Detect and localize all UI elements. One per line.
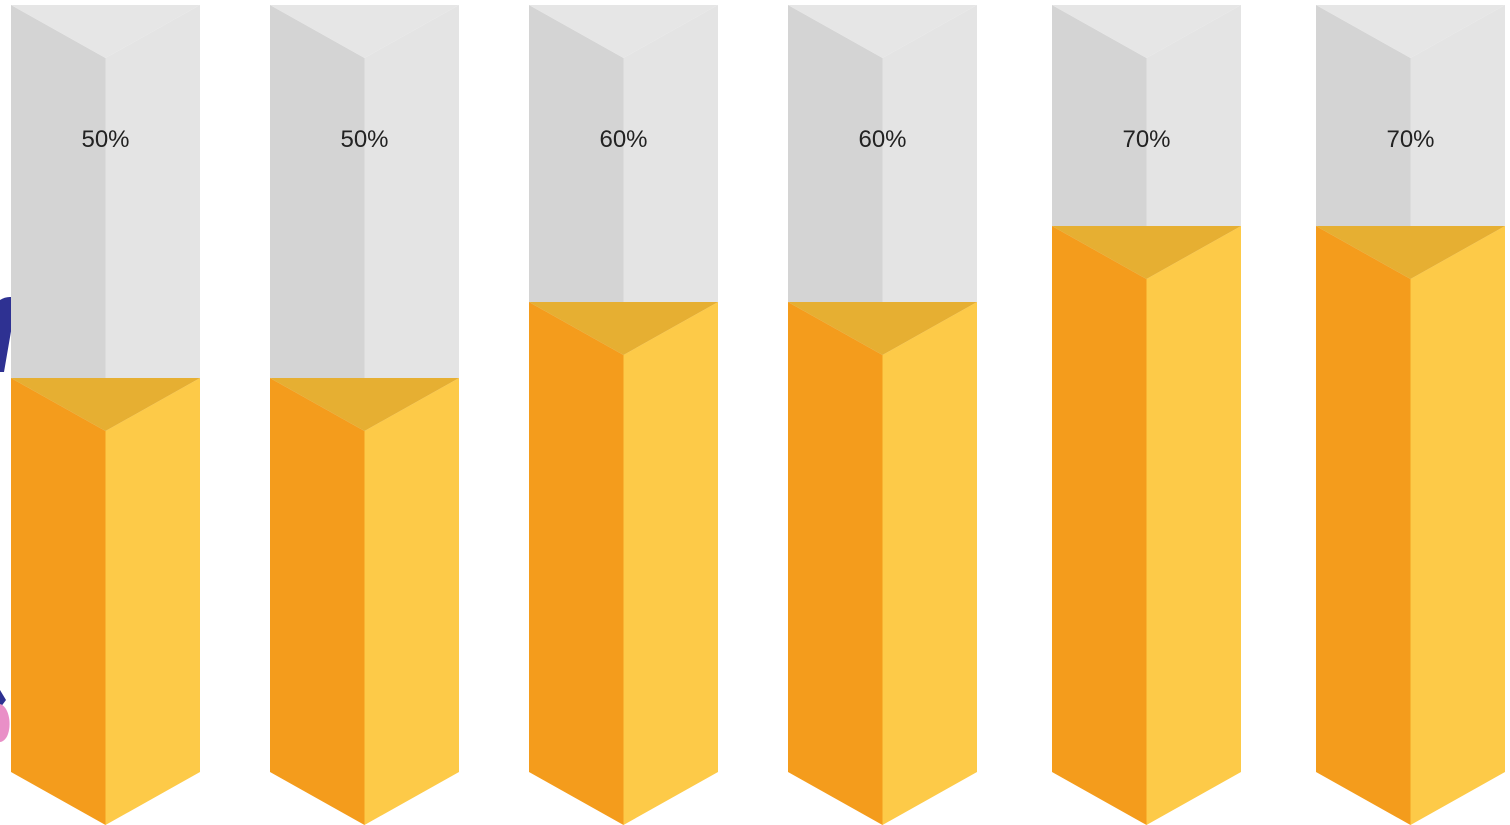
gauge-top-cap [1052, 5, 1241, 58]
figure-foot-shape [0, 690, 6, 708]
gauge-fill-left-face [788, 302, 883, 825]
gauge-top-cap [788, 5, 977, 58]
gauge-fill-left-face [1316, 226, 1411, 825]
gauge-value-label: 70% [1386, 126, 1434, 153]
gauge-empty-right-face [623, 5, 718, 355]
gauge-empty-right-face [364, 5, 459, 431]
gauge-fill-top [11, 378, 200, 431]
gauge-empty-left-face [1052, 5, 1147, 279]
gauge-column: 50% [11, 5, 200, 825]
gauge-fill-right-face [105, 378, 200, 825]
gauge-empty-right-face [1146, 5, 1241, 279]
gauge-value-label: 60% [858, 126, 906, 153]
gauge-fill-right-face [364, 378, 459, 825]
gauge-fill-top [529, 302, 718, 355]
gauge-fill-top [788, 302, 977, 355]
gauge-fill-right-face [623, 302, 718, 825]
gauge-fill-right-face [882, 302, 977, 825]
gauge-value-label: 60% [599, 126, 647, 153]
gauge-column: 50% [270, 5, 459, 825]
gauge-top-cap [529, 5, 718, 58]
gauge-value-label: 50% [340, 126, 388, 153]
gauge-empty-left-face [270, 5, 365, 431]
gauge-column: 70% [1052, 5, 1241, 825]
gauge-empty-left-face [788, 5, 883, 355]
gauge-fill-right-face [1146, 226, 1241, 825]
gauge-top-cap [270, 5, 459, 58]
gauge-column: 60% [529, 5, 718, 825]
gauge-fill-top [1316, 226, 1505, 279]
gauge-fill-top [270, 378, 459, 431]
gauge-empty-right-face [105, 5, 200, 431]
gauge-column: 70% [1316, 5, 1505, 825]
gauge-empty-left-face [1316, 5, 1411, 279]
gauge-fill-top [1052, 226, 1241, 279]
gauge-fill-left-face [1052, 226, 1147, 825]
gauge-value-label: 70% [1122, 126, 1170, 153]
gauge-empty-left-face [529, 5, 624, 355]
gauge-top-cap [11, 5, 200, 58]
gauge-fill-left-face [529, 302, 624, 825]
gauge-bars: 50% 50% 60% 60% 70% 70% [11, 5, 1505, 825]
figure-pink-shape [0, 704, 10, 742]
gauge-empty-right-face [1410, 5, 1505, 279]
gauge-value-label: 50% [81, 126, 129, 153]
gauge-empty-right-face [882, 5, 977, 355]
gauge-top-cap [1316, 5, 1505, 58]
gauge-column: 60% [788, 5, 977, 825]
gauge-fill-right-face [1410, 226, 1505, 825]
gauge-fill-left-face [270, 378, 365, 825]
gauge-fill-left-face [11, 378, 106, 825]
gauge-empty-left-face [11, 5, 106, 431]
